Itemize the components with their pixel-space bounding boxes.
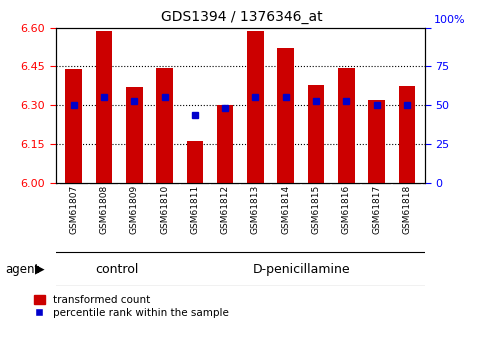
Bar	[186, 141, 203, 183]
Text: GSM61812: GSM61812	[221, 185, 229, 234]
Text: agent: agent	[5, 263, 39, 276]
Text: GSM61816: GSM61816	[342, 185, 351, 234]
Text: GDS1394 / 1376346_at: GDS1394 / 1376346_at	[161, 10, 322, 24]
Text: GSM61809: GSM61809	[130, 185, 139, 234]
Text: D-penicillamine: D-penicillamine	[253, 263, 351, 276]
Text: GSM61814: GSM61814	[281, 185, 290, 234]
Bar	[398, 86, 415, 183]
Text: GSM61815: GSM61815	[312, 185, 321, 234]
Bar	[277, 48, 294, 183]
Text: GSM61807: GSM61807	[69, 185, 78, 234]
Text: GSM61818: GSM61818	[402, 185, 412, 234]
Bar	[338, 68, 355, 183]
Text: 100%: 100%	[433, 15, 465, 25]
Bar	[308, 85, 325, 183]
Text: ▶: ▶	[35, 263, 44, 276]
Bar	[217, 105, 233, 183]
Text: GSM61817: GSM61817	[372, 185, 381, 234]
Text: GSM61811: GSM61811	[190, 185, 199, 234]
Text: GSM61813: GSM61813	[251, 185, 260, 234]
Text: GSM61810: GSM61810	[160, 185, 169, 234]
Legend: transformed count, percentile rank within the sample: transformed count, percentile rank withi…	[34, 295, 229, 318]
Text: GSM61808: GSM61808	[99, 185, 109, 234]
Bar	[156, 68, 173, 183]
Bar	[65, 69, 82, 183]
Bar	[368, 100, 385, 183]
Bar	[247, 31, 264, 183]
Text: control: control	[96, 263, 139, 276]
Bar	[126, 87, 142, 183]
Bar	[96, 31, 113, 183]
